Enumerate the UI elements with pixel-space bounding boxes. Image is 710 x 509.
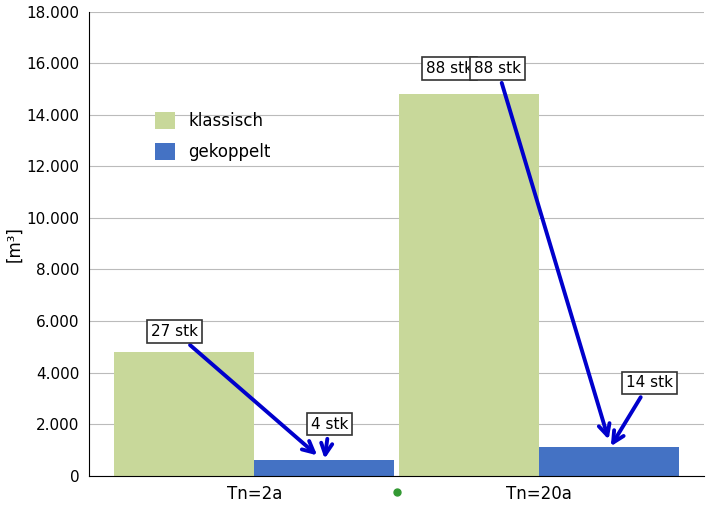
Text: 88 stk: 88 stk	[474, 61, 609, 435]
Text: 4 stk: 4 stk	[310, 417, 348, 455]
Text: 14 stk: 14 stk	[613, 376, 673, 442]
Bar	[399, 94, 540, 476]
Bar	[540, 447, 679, 476]
Legend: klassisch, gekoppelt: klassisch, gekoppelt	[147, 103, 279, 170]
Y-axis label: [m³]: [m³]	[6, 225, 23, 262]
Text: 27 stk: 27 stk	[151, 324, 314, 453]
Bar	[114, 352, 254, 476]
Bar	[254, 460, 394, 476]
Text: 88 stk: 88 stk	[426, 61, 473, 76]
